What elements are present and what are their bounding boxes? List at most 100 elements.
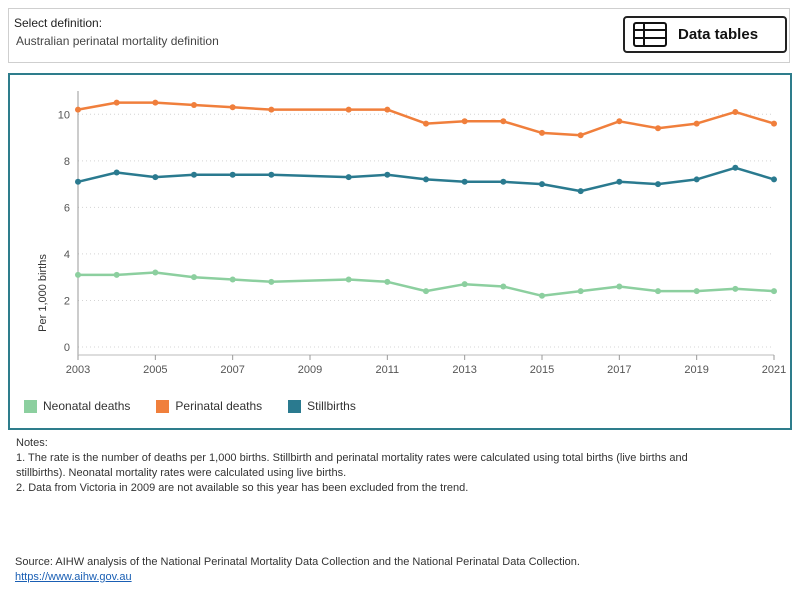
legend-swatch-stillbirths <box>288 399 302 413</box>
series-line-perinatal-deaths[interactable] <box>77 101 775 137</box>
data-point-stillbirths[interactable] <box>345 174 352 181</box>
data-point-stillbirths[interactable] <box>771 176 777 183</box>
data-point-neonatal-deaths[interactable] <box>577 288 584 295</box>
x-tick-label: 2009 <box>298 364 322 376</box>
x-tick-label: 2007 <box>220 364 244 376</box>
data-point-neonatal-deaths[interactable] <box>461 281 468 288</box>
legend-item-stillbirths[interactable]: Stillbirths <box>288 399 356 413</box>
data-point-perinatal-deaths[interactable] <box>500 118 507 125</box>
data-tables-button[interactable]: Data tables <box>623 16 787 53</box>
data-point-stillbirths[interactable] <box>113 169 120 176</box>
note-line: 1. The rate is the number of deaths per … <box>16 452 688 464</box>
data-point-neonatal-deaths[interactable] <box>423 288 429 295</box>
x-tick-label: 2015 <box>530 364 554 376</box>
source-text: Source: AIHW analysis of the National Pe… <box>15 556 580 568</box>
legend-swatch-perinatal <box>156 399 170 413</box>
data-point-perinatal-deaths[interactable] <box>345 106 352 113</box>
x-tick-label: 2019 <box>684 364 708 376</box>
x-tick-label: 2013 <box>452 364 476 376</box>
chart-container: 0 2 4 6 8 10 2003 2005 2007 2009 2011 2013 2015 2017 2… <box>8 73 792 430</box>
data-point-perinatal-deaths[interactable] <box>152 99 159 106</box>
legend-label-stillbirths: Stillbirths <box>307 399 356 413</box>
data-point-neonatal-deaths[interactable] <box>75 271 81 278</box>
data-point-stillbirths[interactable] <box>423 176 429 183</box>
data-point-stillbirths[interactable] <box>732 164 739 171</box>
y-tick-label: 10 <box>58 109 70 121</box>
data-point-perinatal-deaths[interactable] <box>461 118 468 125</box>
legend-swatch-neonatal <box>24 399 37 413</box>
data-point-perinatal-deaths[interactable] <box>539 129 545 136</box>
data-point-neonatal-deaths[interactable] <box>616 283 623 290</box>
data-point-neonatal-deaths[interactable] <box>191 274 197 281</box>
notes-section: Notes: 1. The rate is the number of deat… <box>16 436 786 496</box>
y-tick-label: 2 <box>64 295 70 307</box>
data-point-stillbirths[interactable] <box>577 188 584 195</box>
note-line: 2. Data from Victoria in 2009 are not av… <box>16 482 469 494</box>
data-point-perinatal-deaths[interactable] <box>655 125 661 132</box>
source-section: Source: AIHW analysis of the National Pe… <box>15 555 580 585</box>
legend-item-perinatal[interactable]: Perinatal deaths <box>156 399 262 413</box>
x-tick-label: 2021 <box>762 364 786 376</box>
data-point-perinatal-deaths[interactable] <box>616 118 623 125</box>
data-point-stillbirths[interactable] <box>384 171 391 178</box>
line-chart[interactable]: 0 2 4 6 8 10 2003 2005 2007 2009 2011 2013 2015 2017 2… <box>10 75 790 395</box>
y-tick-label: 4 <box>64 249 70 261</box>
y-tick-label: 6 <box>64 202 70 214</box>
data-point-perinatal-deaths[interactable] <box>384 106 391 113</box>
y-tick-label: 0 <box>64 342 70 354</box>
legend-label-neonatal: Neonatal deaths <box>43 399 131 413</box>
data-point-stillbirths[interactable] <box>461 178 468 185</box>
data-point-neonatal-deaths[interactable] <box>268 278 275 285</box>
notes-heading: Notes: <box>16 437 48 449</box>
data-point-neonatal-deaths[interactable] <box>500 283 507 290</box>
x-tick-label: 2005 <box>143 364 167 376</box>
y-tick-label: 8 <box>64 156 70 168</box>
data-point-neonatal-deaths[interactable] <box>693 288 700 295</box>
data-point-neonatal-deaths[interactable] <box>229 276 236 283</box>
data-point-neonatal-deaths[interactable] <box>384 278 391 285</box>
x-tick-label: 2017 <box>607 364 631 376</box>
data-point-neonatal-deaths[interactable] <box>655 288 661 295</box>
data-point-neonatal-deaths[interactable] <box>113 271 120 278</box>
data-point-perinatal-deaths[interactable] <box>75 106 81 113</box>
data-point-perinatal-deaths[interactable] <box>191 101 197 108</box>
data-point-perinatal-deaths[interactable] <box>229 104 236 111</box>
y-axis-title: Per 1,000 births <box>37 254 49 332</box>
source-link[interactable]: https://www.aihw.gov.au <box>15 571 132 583</box>
data-point-perinatal-deaths[interactable] <box>423 120 429 127</box>
data-point-stillbirths[interactable] <box>616 178 623 185</box>
definition-selector-panel: Select definition: Australian perinatal … <box>8 8 790 63</box>
x-tick-label: 2011 <box>376 364 400 376</box>
chart-legend: Neonatal deaths Perinatal deaths Stillbi… <box>24 399 382 413</box>
data-point-neonatal-deaths[interactable] <box>539 292 545 299</box>
data-point-neonatal-deaths[interactable] <box>345 276 352 283</box>
table-icon <box>633 22 667 47</box>
data-point-perinatal-deaths[interactable] <box>268 106 275 113</box>
data-point-stillbirths[interactable] <box>152 174 159 181</box>
data-point-neonatal-deaths[interactable] <box>152 269 159 276</box>
data-point-stillbirths[interactable] <box>693 176 700 183</box>
legend-label-perinatal: Perinatal deaths <box>175 399 263 413</box>
series-line-neonatal-deaths[interactable] <box>78 271 775 298</box>
data-point-perinatal-deaths[interactable] <box>693 120 700 127</box>
note-line: stillbirths). Neonatal mortality rates w… <box>16 467 347 479</box>
legend-item-neonatal[interactable]: Neonatal deaths <box>24 399 130 413</box>
data-point-neonatal-deaths[interactable] <box>732 285 739 292</box>
data-point-stillbirths[interactable] <box>229 171 236 178</box>
definition-dropdown-value[interactable]: Australian perinatal mortality definitio… <box>16 34 219 48</box>
data-point-stillbirths[interactable] <box>268 171 275 178</box>
data-point-stillbirths[interactable] <box>655 181 661 188</box>
data-point-perinatal-deaths[interactable] <box>732 108 739 115</box>
series-line-stillbirths[interactable] <box>77 166 775 193</box>
data-point-perinatal-deaths[interactable] <box>577 132 584 139</box>
data-tables-label: Data tables <box>678 26 759 43</box>
x-tick-label: 2003 <box>66 364 90 376</box>
data-point-perinatal-deaths[interactable] <box>113 99 120 106</box>
data-point-neonatal-deaths[interactable] <box>771 288 777 295</box>
data-point-stillbirths[interactable] <box>539 181 545 188</box>
data-point-perinatal-deaths[interactable] <box>771 120 777 127</box>
data-point-stillbirths[interactable] <box>191 171 197 178</box>
data-point-stillbirths[interactable] <box>500 178 507 185</box>
data-point-stillbirths[interactable] <box>75 178 81 185</box>
select-definition-label: Select definition: <box>14 16 103 30</box>
